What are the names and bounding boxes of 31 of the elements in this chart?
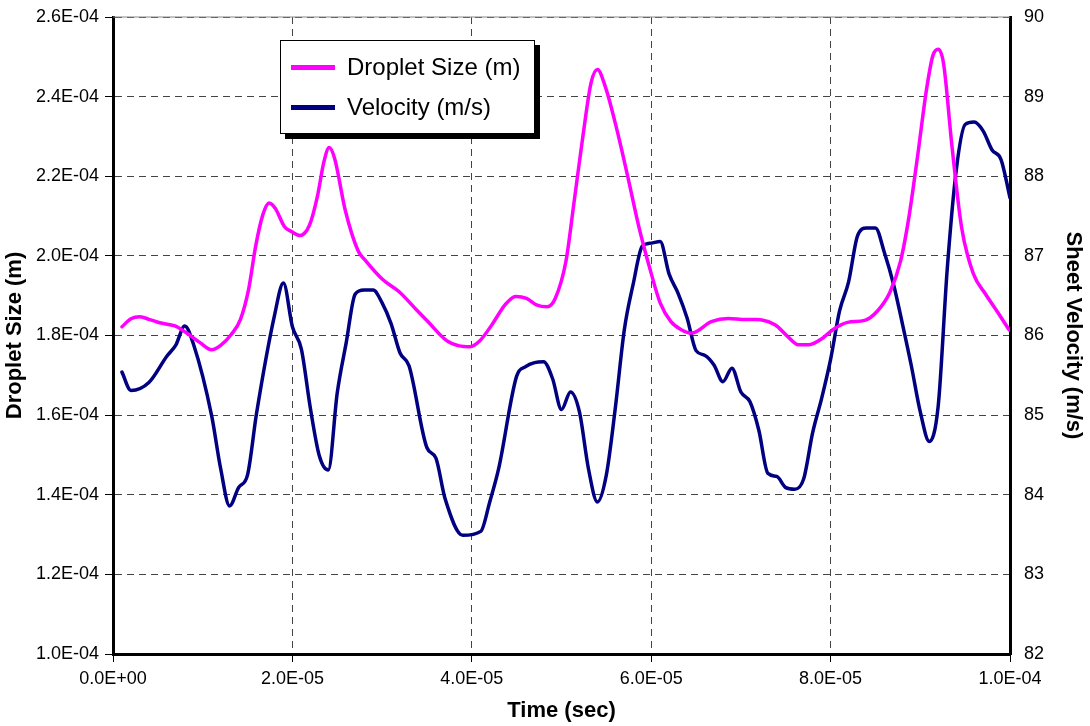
x-tick-label: 4.0E-05 [440, 667, 504, 688]
y2-tick-label: 82 [1024, 642, 1045, 663]
y-axis-title: Droplet Size (m) [1, 251, 27, 420]
y-tick-label: 2.4E-04 [35, 85, 99, 106]
x-tick-label: 2.0E-05 [260, 667, 324, 688]
y-tick-label: 1.8E-04 [35, 324, 99, 345]
y-tick-label: 2.2E-04 [35, 165, 99, 186]
x-tick-label: 0.0E+00 [79, 667, 147, 688]
y-tick-label: 1.4E-04 [35, 483, 99, 504]
y2-tick-label: 89 [1024, 85, 1045, 106]
y-tick-label: 1.6E-04 [35, 404, 99, 425]
legend-label: Droplet Size (m) [347, 53, 521, 81]
x-tick-label: 6.0E-05 [619, 667, 683, 688]
y2-tick-label: 87 [1024, 244, 1045, 265]
y2-tick-label: 86 [1024, 324, 1045, 345]
y-tick-label: 1.0E-04 [35, 642, 99, 663]
x-tick-label: 1.0E-04 [978, 667, 1042, 688]
x-axis-title: Time (sec) [507, 696, 616, 722]
line-series [120, 120, 1010, 538]
line-series [120, 47, 1010, 352]
legend-label: Velocity (m/s) [347, 93, 492, 121]
y-tick-label: 2.6E-04 [35, 5, 99, 26]
y2-tick-label: 90 [1024, 5, 1045, 26]
y2-axis-title: Sheet Velocity (m/s) [1061, 231, 1087, 440]
y2-tick-label: 88 [1024, 165, 1045, 186]
x-tick-label: 8.0E-05 [799, 667, 863, 688]
y-tick-label: 1.2E-04 [35, 563, 99, 584]
y2-tick-label: 85 [1024, 404, 1045, 425]
y2-tick-label: 84 [1024, 483, 1045, 504]
y2-tick-label: 83 [1024, 563, 1045, 584]
y-tick-label: 2.0E-04 [35, 244, 99, 265]
